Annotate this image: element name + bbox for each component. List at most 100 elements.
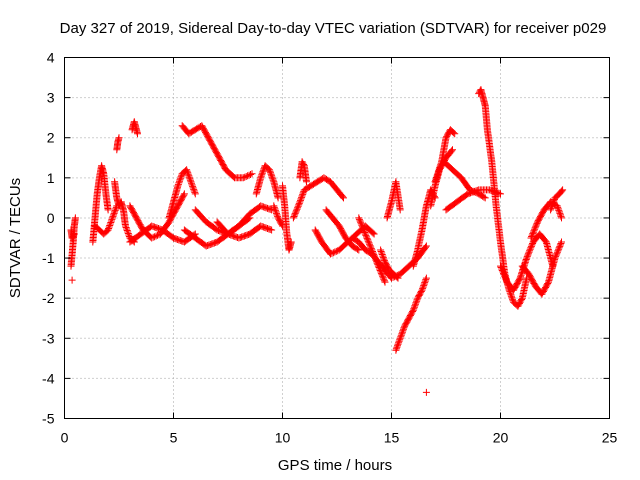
- data-point: [125, 231, 133, 239]
- x-tick-label: 25: [602, 430, 618, 446]
- data-point: [68, 276, 76, 284]
- data-point: [248, 170, 256, 178]
- data-point: [354, 245, 361, 253]
- data-point: [296, 198, 304, 206]
- data-point: [124, 228, 132, 236]
- data-point: [422, 276, 430, 284]
- data-point: [508, 294, 516, 302]
- data-point: [554, 247, 562, 255]
- data-point: [364, 236, 372, 244]
- data-point: [556, 242, 564, 250]
- data-point: [361, 230, 369, 238]
- x-axis-label: GPS time / hours: [278, 457, 392, 474]
- data-point: [365, 239, 373, 247]
- data-point: [412, 299, 420, 307]
- data-point: [70, 231, 78, 239]
- data-point: [189, 184, 197, 192]
- data-point: [184, 170, 192, 178]
- data-point: [480, 193, 488, 201]
- data-point: [377, 268, 385, 276]
- data-point: [289, 214, 297, 222]
- data-point: [369, 229, 377, 237]
- data-point: [379, 274, 387, 282]
- y-tick-label: 2: [47, 130, 55, 146]
- data-point: [361, 229, 369, 236]
- y-tick-label: 4: [47, 50, 55, 66]
- data-point: [413, 296, 421, 304]
- data-point: [244, 172, 252, 180]
- data-point: [174, 180, 182, 188]
- data-point: [525, 248, 533, 256]
- data-point: [268, 173, 276, 181]
- data-point: [357, 218, 365, 226]
- data-point: [396, 334, 404, 342]
- data-point: [377, 269, 385, 277]
- data-point: [292, 207, 300, 215]
- data-point: [394, 340, 402, 348]
- data-point: [107, 219, 115, 226]
- data-point: [247, 171, 254, 178]
- data-point: [363, 234, 371, 242]
- data-point: [497, 264, 505, 271]
- data-point: [378, 271, 386, 279]
- data-point: [557, 240, 565, 247]
- data-point: [395, 337, 403, 345]
- data-point: [551, 254, 559, 262]
- data-point: [396, 206, 404, 214]
- data-point: [555, 245, 563, 253]
- data-point: [356, 217, 364, 225]
- grid: [64, 57, 610, 419]
- y-tick-label: -5: [42, 411, 55, 427]
- y-tick-label: 0: [47, 210, 55, 226]
- data-point: [297, 195, 305, 203]
- data-point: [523, 254, 531, 262]
- data-point: [152, 232, 160, 240]
- data-point: [550, 197, 558, 205]
- data-point: [176, 176, 184, 184]
- y-tick-label: 1: [47, 170, 55, 186]
- data-point: [293, 205, 301, 213]
- data-point: [340, 194, 347, 202]
- plot-frame: [64, 57, 610, 419]
- data-point: [186, 175, 194, 183]
- data-point: [294, 204, 302, 212]
- data-point: [245, 171, 253, 179]
- data-point: [359, 224, 367, 232]
- data-point: [180, 191, 188, 199]
- data-point: [500, 269, 507, 277]
- data-point: [70, 230, 78, 238]
- data-point: [379, 272, 387, 280]
- data-point: [529, 230, 537, 238]
- data-point: [378, 251, 386, 258]
- data-point: [265, 166, 273, 174]
- data-point: [451, 130, 459, 138]
- data-point: [71, 214, 79, 222]
- y-tick-label: -2: [42, 290, 55, 306]
- data-point: [531, 224, 539, 232]
- data-point: [556, 209, 564, 217]
- data-point: [367, 245, 375, 253]
- data-point: [357, 220, 365, 228]
- data-point: [331, 248, 339, 256]
- data-point: [177, 173, 185, 181]
- data-point: [190, 187, 198, 195]
- data-point: [269, 176, 277, 184]
- data-point: [187, 178, 195, 186]
- data-point: [499, 268, 507, 276]
- data-point: [527, 242, 535, 250]
- data-point: [364, 237, 372, 245]
- data-point: [422, 243, 429, 251]
- data-point: [554, 203, 562, 211]
- data-point: [358, 221, 366, 229]
- data-point: [380, 277, 388, 285]
- data-point: [559, 186, 567, 194]
- data-point: [111, 208, 119, 216]
- data-point: [291, 211, 299, 219]
- data-point: [377, 248, 385, 255]
- data-point: [370, 230, 378, 238]
- data-point: [180, 190, 188, 198]
- data-point: [191, 190, 199, 198]
- data-point: [553, 248, 561, 256]
- data-point: [506, 289, 514, 297]
- y-axis-label: SDTVAR / TECUs: [7, 178, 24, 298]
